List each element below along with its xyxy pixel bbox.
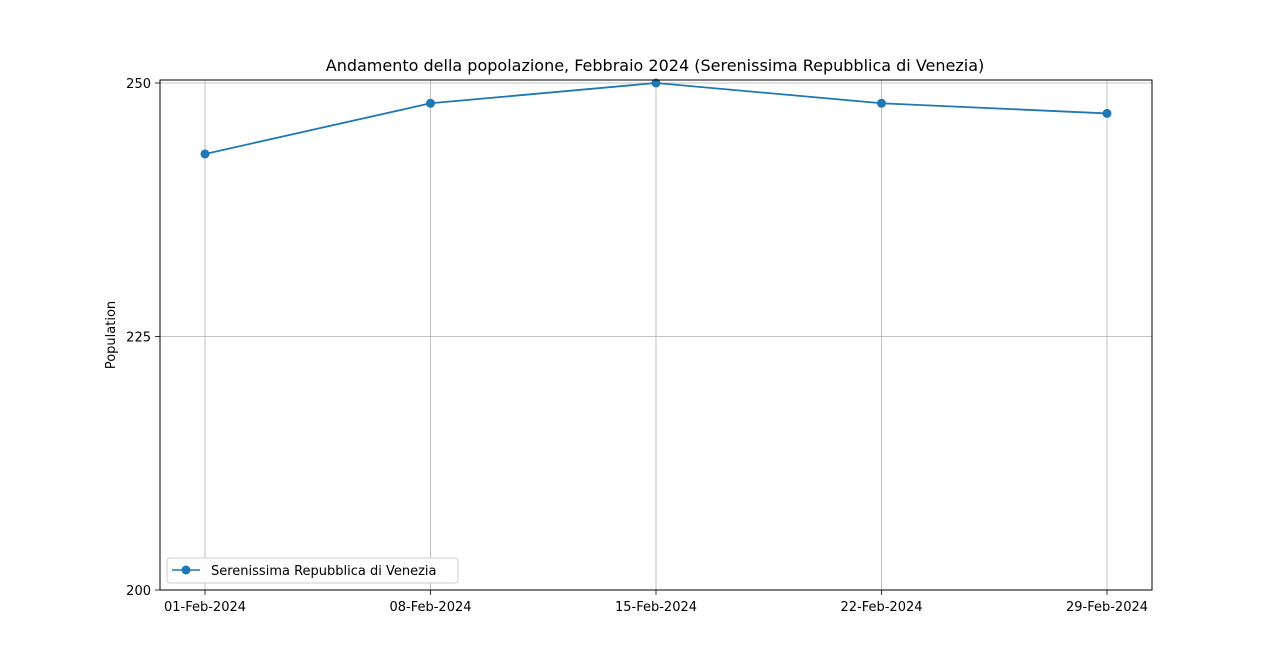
data-point <box>200 149 210 159</box>
x-tick-label: 15-Feb-2024 <box>615 600 697 615</box>
data-point <box>426 98 435 108</box>
x-tick-label: 22-Feb-2024 <box>840 600 922 615</box>
x-tick-label: 08-Feb-2024 <box>389 600 471 615</box>
y-tick-label: 200 <box>126 584 151 599</box>
y-axis-label: Population <box>104 301 119 369</box>
x-tick-label: 01-Feb-2024 <box>164 600 246 615</box>
axis-ticks: 01-Feb-2024 08-Feb-2024 15-Feb-2024 22-Feb-… <box>126 77 1148 615</box>
y-tick-label: 250 <box>126 77 151 92</box>
legend: Serenissima Repubblica di Venezia <box>166 557 459 584</box>
legend-label: Serenissima Repubblica di Venezia <box>211 564 437 579</box>
data-point <box>877 98 886 108</box>
x-tick-label: 29-Feb-2024 <box>1066 600 1148 615</box>
series-layer <box>200 78 1112 159</box>
grid-lines <box>160 80 1152 591</box>
legend-swatch-marker <box>181 565 191 575</box>
chart-title: Andamento della popolazione, Febbraio 20… <box>326 56 985 75</box>
y-tick-label: 225 <box>126 331 151 346</box>
data-point <box>651 78 661 88</box>
legend-box <box>166 557 459 584</box>
data-point <box>1102 108 1112 118</box>
